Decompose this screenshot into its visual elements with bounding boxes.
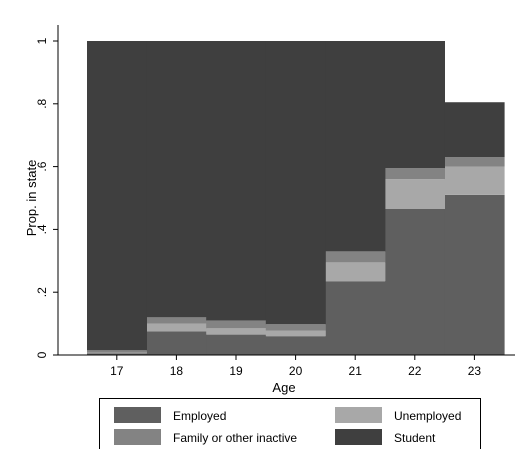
y-tick-label: .6 [35,161,49,171]
area-segment-family-or-other-inactive-age-19 [206,320,267,329]
x-axis-label: Age [272,380,295,395]
area-segment-family-or-other-inactive-age-17 [87,350,147,353]
legend-swatch [335,429,382,445]
legend-label: Student [394,431,436,445]
y-axis-label: Prop. in state [24,160,39,237]
area-segment-family-or-other-inactive-age-22 [385,168,445,180]
x-tick-label: 18 [170,364,184,378]
area-segment-unemployed-age-17 [87,352,147,354]
legend-label: Family or other inactive [173,431,297,445]
y-tick-label: .2 [35,287,49,297]
area-segment-family-or-other-inactive-age-18 [146,317,207,324]
area-segment-employed-age-18 [146,331,207,355]
legend-label: Unemployed [394,409,461,423]
area-segment-student-age-17 [87,41,147,351]
area-segment-student-age-18 [146,41,207,318]
area-segment-student-age-19 [206,41,267,321]
area-segment-employed-age-20 [265,336,326,355]
series-employed [87,194,505,355]
legend-swatch [114,429,161,445]
x-tick-label: 17 [110,364,124,378]
area-segment-unemployed-age-19 [206,328,267,335]
y-tick-label: .4 [35,224,49,234]
area-segment-student-age-23 [444,102,505,158]
area-segment-employed-age-23 [444,194,505,355]
legend-item-student: Student [335,429,436,445]
area-segment-unemployed-age-20 [265,330,326,337]
y-tick-label: .8 [35,98,49,108]
x-axis: 17 18 19 20 21 22 23 [58,354,515,378]
area-segment-student-age-21 [325,41,386,252]
area-segment-family-or-other-inactive-age-21 [325,251,386,263]
series-family-or-other-inactive [87,157,505,353]
area-segment-family-or-other-inactive-age-23 [444,157,505,167]
area-segment-employed-age-21 [325,281,386,355]
y-tick-label: 0 [35,351,49,358]
legend-box [99,398,481,449]
legend-item-unemployed: Unemployed [335,407,461,423]
area-segment-family-or-other-inactive-age-20 [265,324,326,331]
area-segment-employed-age-22 [385,208,445,355]
legend-item-employed: Employed [114,407,226,423]
legend-swatch [114,407,161,423]
area-segment-student-age-20 [265,41,326,325]
series-unemployed [87,166,505,354]
y-tick-label: 1 [35,37,49,44]
area-segment-unemployed-age-22 [385,179,445,209]
area-segment-unemployed-age-21 [325,262,386,282]
area-segment-employed-age-17 [87,353,147,355]
legend-label: Employed [173,409,226,423]
area-segment-student-age-22 [385,41,445,169]
area-segment-employed-age-19 [206,334,267,355]
area-segment-unemployed-age-18 [146,323,207,332]
area-segment-unemployed-age-23 [444,166,505,195]
series-student [87,41,505,351]
x-tick-label: 20 [289,364,303,378]
legend: Employed Unemployed Family or other inacti… [99,398,481,449]
legend-item-family-or-other-inactive: Family or other inactive [114,429,297,445]
x-tick-label: 23 [468,364,482,378]
x-tick-label: 22 [408,364,422,378]
x-tick-label: 19 [229,364,243,378]
y-axis: 0 .2 .4 .6 .8 1 [35,25,59,358]
series-areas [87,41,505,355]
legend-swatch [335,407,382,423]
x-tick-label: 21 [349,364,363,378]
